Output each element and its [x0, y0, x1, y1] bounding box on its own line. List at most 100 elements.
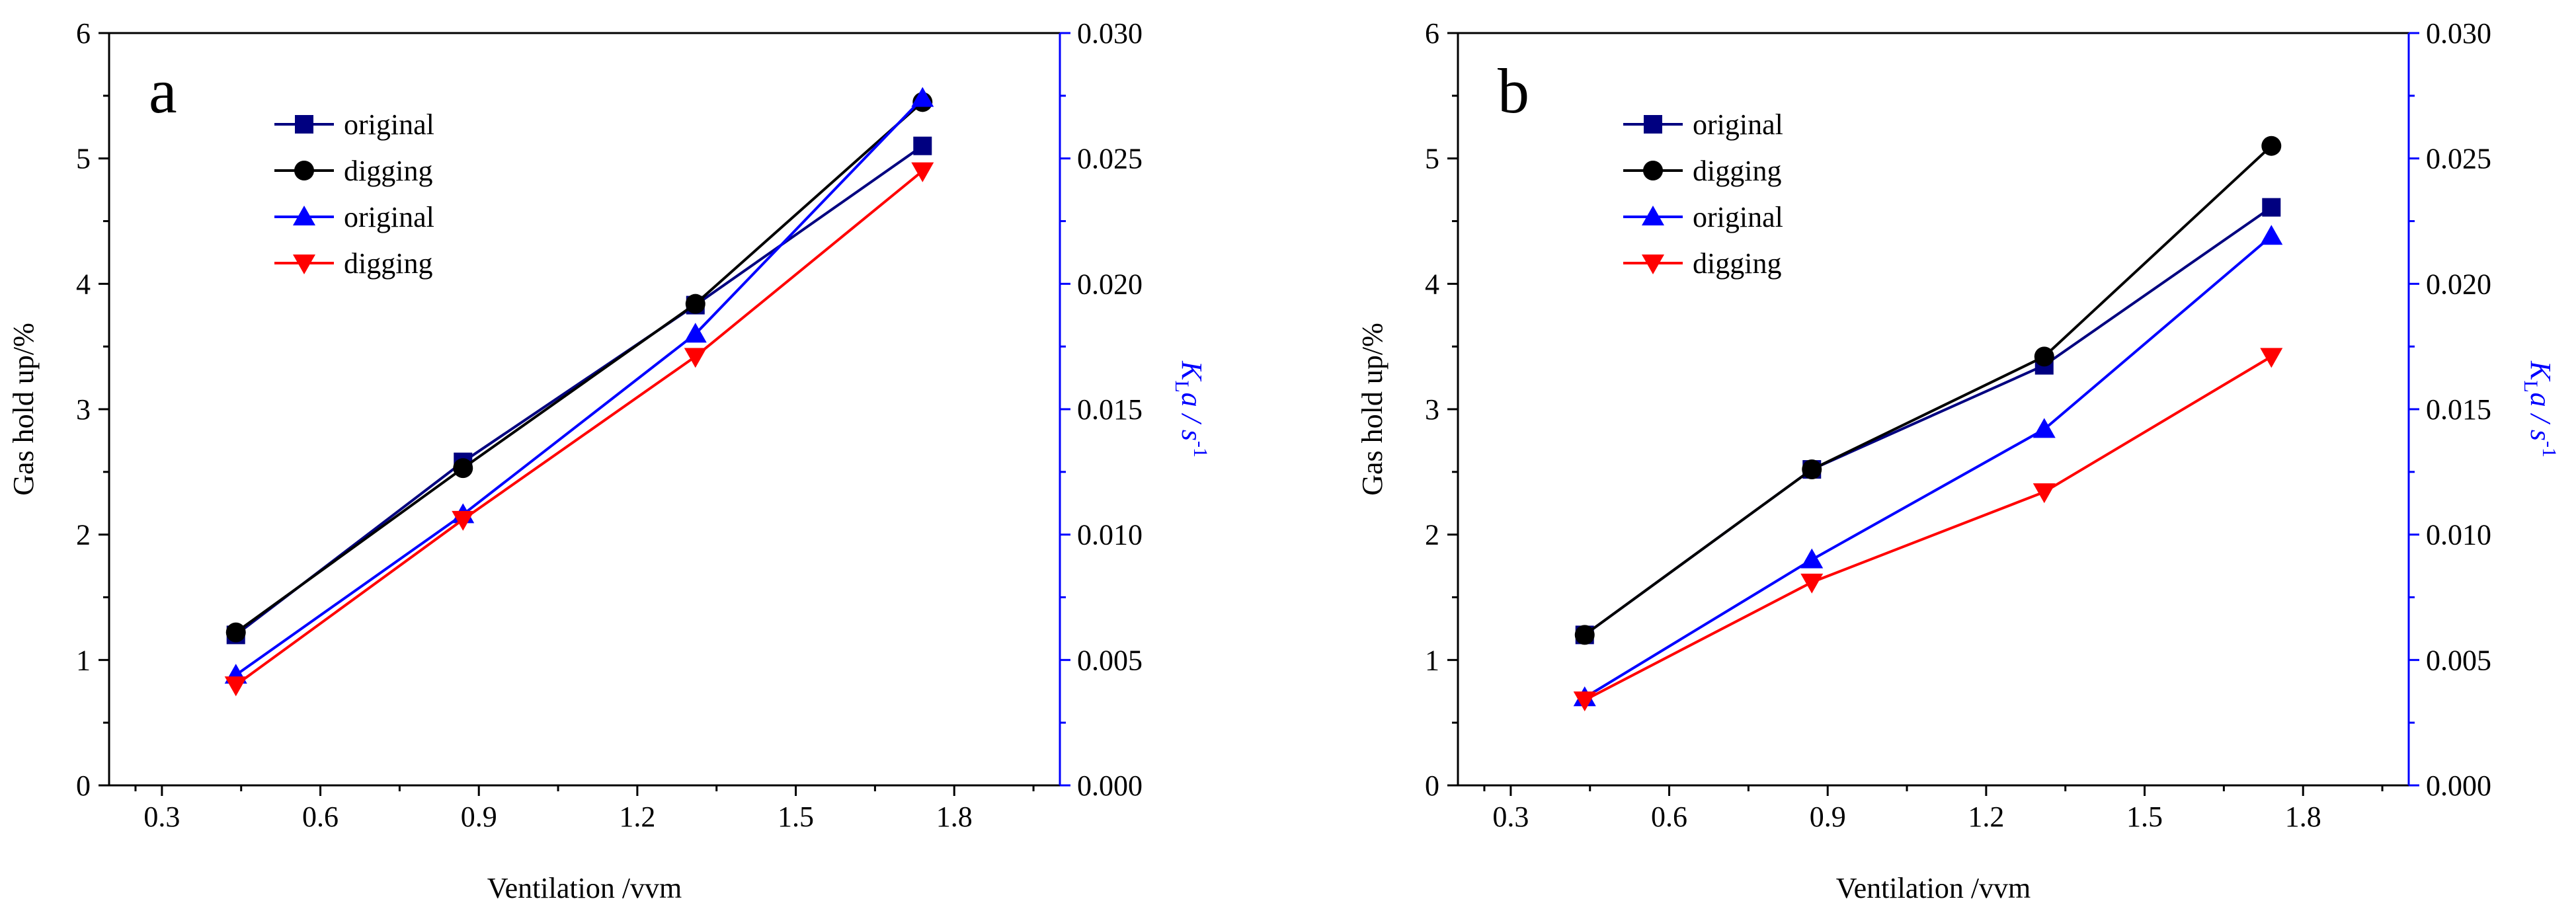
series-line: [1584, 235, 2273, 699]
legend-marker: [294, 161, 314, 180]
y2-axis-label-sub: L: [1171, 380, 1193, 392]
y-axis-label: Gas hold up/%: [7, 323, 40, 496]
y2-tick-label: 0.005: [1077, 644, 1143, 676]
data-point: [913, 136, 932, 155]
legend-label: digging: [1693, 155, 1781, 187]
series-line: [235, 100, 924, 634]
series-line: [1584, 145, 2273, 637]
y-tick-label: 0: [76, 769, 91, 802]
legend-item: digging: [274, 247, 432, 280]
legend-label: digging: [344, 247, 432, 280]
chart-panel-b: 0.3 0.6 0.9 1.2 1.5 1.8 0 1 2 3 4 5 6 0.000 0.005 0.010…: [1356, 17, 2560, 904]
y-tick-label: 5: [1425, 143, 1439, 175]
series-line: [235, 170, 924, 686]
legend-marker: [293, 255, 315, 274]
y2-tick-label: 0.025: [1077, 143, 1143, 175]
chart-panel-a: 0.3 0.6 0.9 1.2 1.5 1.8 0 1 2 3 4 5 6 0.000 0.005 0.010…: [7, 17, 1211, 904]
y-tick-label: 1: [76, 644, 91, 676]
series-line: [1584, 206, 2273, 637]
series-0: [1575, 198, 2281, 645]
legend-marker: [1642, 255, 1664, 274]
y-tick-label: 0: [1425, 769, 1439, 802]
data-point: [224, 676, 247, 697]
legend-item: original: [1623, 108, 1783, 141]
y-tick-label: 3: [76, 393, 91, 426]
y2-axis-label-rest: a / s: [2524, 393, 2557, 441]
y2-tick-label: 0.010: [1077, 519, 1143, 551]
y2-tick-label: 0.000: [2426, 769, 2491, 802]
data-point: [2260, 348, 2283, 368]
legend-label: digging: [344, 155, 432, 187]
data-point: [2260, 225, 2283, 245]
legend-item: digging: [1623, 155, 1781, 187]
data-point: [685, 294, 705, 314]
legend-item: digging: [274, 155, 432, 187]
y-tick-label: 4: [76, 268, 91, 300]
legend-marker: [1644, 115, 1662, 134]
y-tick-label: 6: [1425, 17, 1439, 50]
series-3: [224, 162, 934, 697]
data-point: [453, 458, 473, 479]
x-tick-label: 1.2: [1968, 801, 2004, 833]
panel-label: b: [1498, 56, 1529, 126]
data-point: [911, 87, 934, 107]
y2-tick-label: 0.020: [2426, 268, 2491, 300]
data-point: [911, 162, 934, 182]
x-tick-label: 1.5: [778, 801, 814, 833]
y2-axis-label-rest: a / s: [1176, 393, 1208, 441]
y-tick-label: 6: [76, 17, 91, 50]
legend-marker: [1643, 161, 1663, 180]
series-line: [235, 97, 924, 676]
y-tick-label: 4: [1425, 268, 1439, 300]
data-point: [225, 622, 246, 643]
y-tick-label: 5: [76, 143, 91, 175]
x-tick-label: 1.2: [619, 801, 655, 833]
data-point: [2261, 136, 2282, 156]
series-3: [1573, 348, 2283, 712]
data-point: [2034, 346, 2054, 367]
data-point: [2033, 418, 2056, 438]
y2-axis-label-sub: L: [2520, 380, 2542, 392]
y2-tick-label: 0.010: [2426, 519, 2491, 551]
legend-label: original: [344, 201, 434, 233]
legend: original digging original digging: [1623, 108, 1783, 280]
legend-item: digging: [1623, 247, 1781, 280]
series-0: [226, 136, 932, 645]
y2-tick-label: 0.000: [1077, 769, 1143, 802]
data-point: [2262, 198, 2281, 217]
y2-tick-label: 0.005: [2426, 644, 2491, 676]
y2-axis-label-k: K: [1176, 360, 1208, 382]
x-tick-label: 0.6: [302, 801, 339, 833]
data-point: [2033, 483, 2056, 504]
series-1: [225, 92, 933, 643]
data-point: [684, 348, 707, 368]
x-axis-label: Ventilation /vvm: [1836, 872, 2031, 904]
legend-item: original: [274, 108, 434, 141]
data-point: [1574, 625, 1595, 645]
y2-tick-label: 0.030: [2426, 17, 2491, 50]
series-line: [1584, 355, 2273, 701]
y2-axis-label-k: K: [2524, 360, 2557, 382]
legend-marker: [1642, 206, 1664, 225]
y2-axis-label-sup: -1: [1189, 441, 1211, 457]
x-tick-label: 1.8: [2285, 801, 2321, 833]
y-tick-label: 3: [1425, 393, 1439, 426]
y2-tick-label: 0.030: [1077, 17, 1143, 50]
legend: original digging original digging: [274, 108, 434, 280]
x-tick-label: 0.9: [1810, 801, 1846, 833]
y2-axis-label-sup: -1: [2538, 441, 2560, 457]
data-point: [452, 510, 475, 531]
data-point: [1573, 691, 1596, 712]
data-point: [1800, 548, 1824, 569]
x-tick-label: 0.9: [461, 801, 497, 833]
data-point: [1802, 459, 1822, 480]
legend-item: original: [1623, 201, 1783, 233]
legend-item: original: [274, 201, 434, 233]
y2-axis-label: KLa / s-1: [2520, 360, 2560, 457]
series-line: [235, 145, 924, 636]
x-tick-label: 0.3: [143, 801, 180, 833]
x-tick-label: 1.5: [2126, 801, 2163, 833]
data-point: [684, 323, 707, 343]
y2-tick-label: 0.015: [1077, 393, 1143, 426]
